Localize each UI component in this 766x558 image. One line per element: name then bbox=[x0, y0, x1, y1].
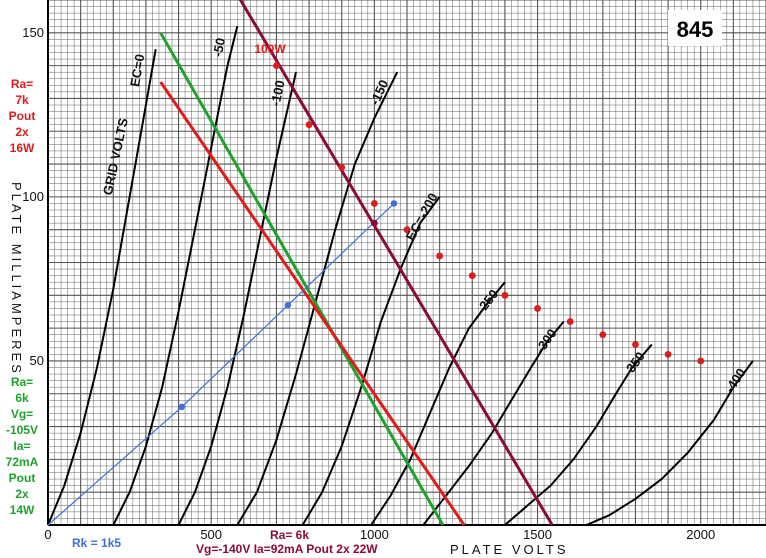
dissipation-point bbox=[599, 331, 607, 339]
annotation-text: Ia= bbox=[13, 439, 30, 453]
y-tick-label: 100 bbox=[22, 189, 44, 204]
dissipation-point bbox=[436, 252, 444, 260]
title-box bbox=[668, 10, 722, 46]
cathode-point bbox=[390, 200, 398, 207]
plate-curve bbox=[370, 281, 506, 526]
plate-curve bbox=[47, 49, 157, 526]
load-lines bbox=[47, 0, 554, 526]
plate-curve bbox=[504, 343, 653, 526]
operating-point bbox=[370, 219, 378, 227]
dissipation-label: 100W bbox=[254, 42, 286, 56]
annotation-text: Ra= bbox=[11, 77, 33, 91]
plate-curve bbox=[236, 71, 399, 526]
dissipation-point bbox=[501, 291, 509, 299]
x-axis-label: PLATE VOLTS bbox=[450, 542, 569, 557]
dissipation-point bbox=[664, 350, 672, 358]
annotation-text: 7k bbox=[15, 93, 29, 107]
dissipation-point bbox=[534, 305, 541, 312]
cathode-point bbox=[284, 301, 292, 309]
x-tick-label: 2000 bbox=[686, 527, 715, 542]
curve-label: -50 bbox=[210, 37, 229, 59]
bottom-annotation-line-1: Ra= 6k bbox=[270, 528, 309, 542]
dissipation-point bbox=[632, 341, 639, 348]
dissipation-point bbox=[305, 121, 313, 129]
dissipation-point bbox=[697, 357, 705, 365]
annotation-text: Vg= bbox=[11, 407, 33, 421]
grid bbox=[47, 0, 766, 526]
dissipation-point bbox=[370, 200, 378, 207]
x-tick-label: 0 bbox=[44, 527, 51, 542]
rk-annotation: Rk = 1k5 bbox=[72, 536, 121, 550]
dissipation-point bbox=[566, 318, 574, 325]
y-tick-label: 150 bbox=[22, 25, 44, 40]
dissipation-point bbox=[468, 272, 476, 280]
annotation-text: 2x bbox=[15, 125, 29, 139]
annotation-text: 72mA bbox=[6, 455, 39, 469]
cathode-point bbox=[178, 403, 186, 411]
curve-label: EC=0 bbox=[127, 53, 147, 88]
x-tick-label: 1500 bbox=[523, 527, 552, 542]
load-line bbox=[238, 0, 554, 526]
annotation-text: 2x bbox=[15, 487, 29, 501]
annotation-box bbox=[2, 372, 42, 520]
annotation-text: 6k bbox=[15, 391, 29, 405]
plate-curve bbox=[422, 320, 565, 526]
chart-title: 845 bbox=[677, 17, 714, 42]
load-line bbox=[159, 81, 466, 526]
annotation-text: -105V bbox=[6, 423, 38, 437]
annotation-text: 16W bbox=[10, 141, 35, 155]
dissipation-point bbox=[273, 62, 280, 70]
axes bbox=[47, 0, 766, 526]
y-tick-label: 50 bbox=[30, 353, 44, 368]
dissipation-point bbox=[338, 163, 346, 171]
y-axis-label: PLATE MILLIAMPERES bbox=[9, 182, 24, 376]
annotation-text: Pout bbox=[9, 471, 36, 485]
annotation-text: Pout bbox=[9, 109, 36, 123]
dissipation-points bbox=[273, 62, 705, 365]
plate-curve bbox=[112, 26, 239, 526]
x-tick-label: 500 bbox=[200, 527, 222, 542]
cathode-bias-line bbox=[47, 202, 395, 526]
annotation-text: Ra= bbox=[11, 375, 33, 389]
curve-label: -100 bbox=[268, 79, 288, 108]
x-tick-label: 1000 bbox=[360, 527, 389, 542]
load-line bbox=[159, 32, 445, 526]
annotation-text: 14W bbox=[10, 503, 35, 517]
plate-curve bbox=[301, 196, 441, 526]
bottom-annotation-line-2: Vg=-140V Ia=92mA Pout 2x 22W bbox=[196, 542, 378, 556]
plate-curve bbox=[586, 360, 754, 526]
annotation-box bbox=[2, 74, 42, 158]
dissipation-point bbox=[403, 226, 411, 234]
plate-curve bbox=[177, 71, 297, 526]
